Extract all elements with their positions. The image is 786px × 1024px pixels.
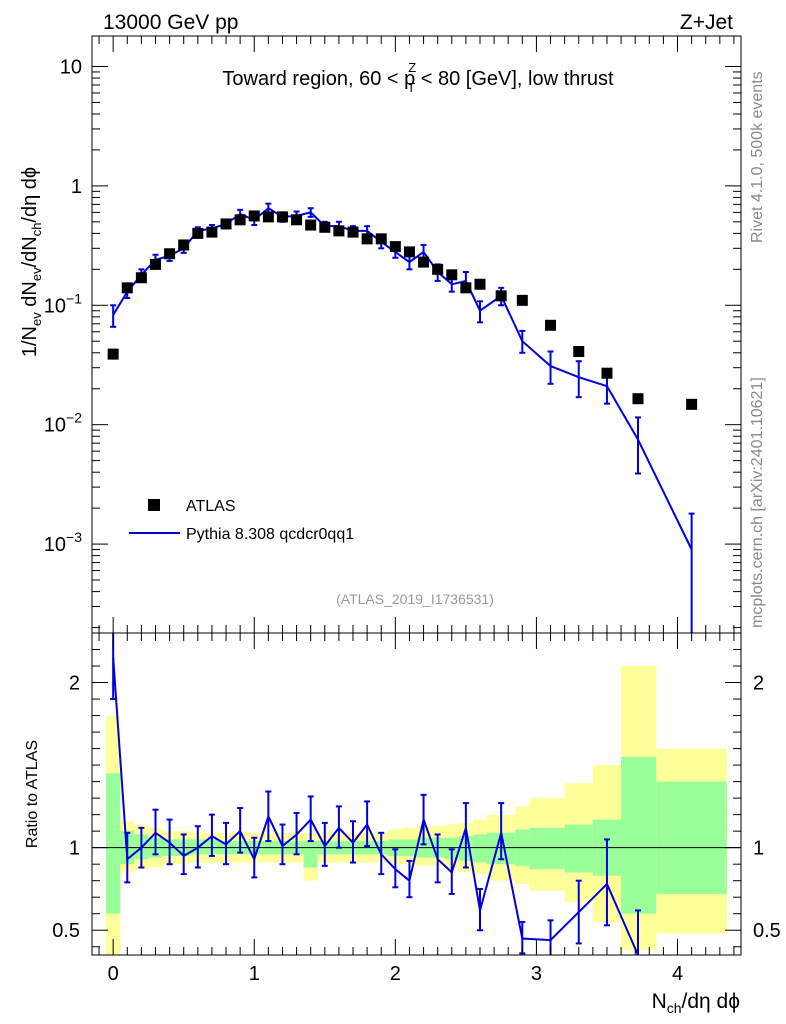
ratio-y-ticks: 0.5 0.5 1 1 2 2 — [52, 649, 781, 948]
ratio-green-band — [303, 841, 318, 868]
atlas-point — [291, 214, 303, 226]
main-y-tick-label: 10−1 — [44, 290, 82, 317]
ratio-y-tick-label: 1 — [69, 838, 80, 860]
source-label: mcplots.cern.ch [arXiv:2401.10621] — [749, 377, 766, 628]
atlas-point — [347, 226, 359, 238]
x-tick-label: 1 — [249, 963, 260, 985]
ratio-green-band — [472, 834, 488, 863]
atlas-point — [601, 367, 613, 379]
ratio-y-tick-label-right: 1 — [753, 838, 764, 860]
ratio-y-tick-label: 2 — [69, 673, 80, 695]
main-y-ticks: 10 1 10−1 10−2 10−3 — [44, 56, 741, 629]
atlas-point — [276, 211, 288, 223]
x-tick-label: 3 — [531, 963, 542, 985]
atlas-point — [545, 319, 557, 331]
main-title-sup: Z — [408, 60, 416, 75]
atlas-point — [121, 282, 133, 294]
atlas-point — [418, 256, 430, 268]
atlas-point — [474, 278, 486, 290]
main-title-sub: T — [407, 80, 415, 95]
main-data-layer — [107, 202, 698, 633]
main-panel: 10 1 10−1 10−2 10−3 Toward region, 60 < pZ T … — [19, 35, 742, 634]
ratio-green-band — [106, 773, 121, 914]
atlas-point — [164, 248, 176, 260]
ratio-panel: 0.5 0.5 1 1 2 2 0 1 2 3 4 Ratio to ATLAS Nch/dη d… — [24, 632, 781, 1016]
atlas-point — [432, 263, 444, 275]
atlas-point — [319, 221, 331, 233]
process-label: Z+Jet — [680, 11, 733, 34]
atlas-point — [107, 348, 119, 360]
ratio-green-band — [656, 781, 727, 894]
main-y-tick-label: 10−3 — [44, 529, 82, 556]
atlas-point — [248, 210, 260, 222]
ratio-y-tick-label: 0.5 — [52, 920, 80, 942]
x-axis-label: Nch/dη dϕ — [652, 990, 740, 1016]
rivet-version-label: Rivet 4.1.0, 500k events — [749, 71, 766, 243]
atlas-point — [389, 241, 401, 253]
x-tick-label: 2 — [390, 963, 401, 985]
atlas-point — [149, 258, 161, 270]
atlas-point — [460, 282, 472, 294]
ratio-green-band — [529, 827, 565, 870]
atlas-point — [192, 227, 204, 239]
atlas-point — [446, 269, 458, 281]
pythia-curve — [112, 206, 693, 550]
legend: ATLAS Pythia 8.308 qcdcr0qq1 — [129, 498, 354, 543]
atlas-point — [220, 218, 232, 230]
ratio-bands — [106, 666, 727, 955]
atlas-point — [375, 233, 387, 245]
atlas-point — [135, 272, 147, 284]
ratio-y-tick-label-right: 2 — [753, 673, 764, 695]
energy-label: 13000 GeV pp — [103, 11, 238, 34]
atlas-point — [262, 211, 274, 223]
atlas-point — [495, 290, 507, 302]
atlas-point — [686, 398, 698, 410]
atlas-point — [516, 294, 528, 306]
legend-atlas-label: ATLAS — [186, 498, 236, 515]
ratio-y-tick-label-right: 0.5 — [753, 920, 781, 942]
main-y-tick-label: 10−2 — [44, 410, 82, 437]
main-title-suffix: < 80 [GeV], low thrust — [415, 68, 614, 90]
atlas-point — [333, 225, 345, 237]
atlas-point — [206, 226, 218, 238]
x-tick-label: 4 — [672, 963, 683, 985]
atlas-point — [305, 219, 317, 231]
ratio-green-band — [621, 756, 657, 914]
legend-atlas-marker — [148, 499, 160, 511]
main-title: Toward region, 60 < pZ T < 80 [GeV], low … — [222, 60, 614, 95]
ratio-x-ticks: 0 1 2 3 4 — [98, 633, 735, 985]
main-x-ticks — [98, 36, 735, 633]
ratio-green-band — [564, 824, 593, 873]
atlas-point — [178, 239, 190, 251]
main-title-prefix: Toward region, 60 < p — [222, 68, 415, 90]
main-plot-frame — [91, 35, 742, 634]
main-y-tick-label: 1 — [71, 176, 82, 198]
x-tick-label: 0 — [108, 963, 119, 985]
atlas-point — [361, 233, 373, 245]
main-y-axis-label: 1/Nev dNev/dNch/dη dϕ — [19, 167, 44, 357]
main-y-tick-label: 10 — [60, 56, 82, 78]
atlas-point — [234, 214, 246, 226]
ratio-data-layer — [110, 633, 642, 956]
ratio-y-axis-label: Ratio to ATLAS — [24, 740, 41, 848]
atlas-point — [403, 246, 415, 258]
ratio-plot-frame — [91, 632, 742, 956]
analysis-label: (ATLAS_2019_I1736531) — [336, 591, 494, 607]
atlas-point — [632, 393, 644, 405]
legend-pythia-label: Pythia 8.308 qcdcr0qq1 — [186, 526, 354, 543]
atlas-point — [573, 346, 585, 358]
